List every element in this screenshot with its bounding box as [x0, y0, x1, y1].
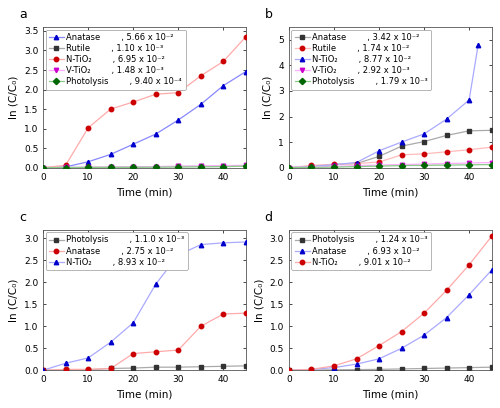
- Text: c: c: [19, 211, 26, 224]
- X-axis label: Time (min): Time (min): [116, 390, 172, 400]
- Text: b: b: [264, 9, 272, 22]
- Legend: Anatase        , 3.42 x 10⁻², Rutile        , 1.74 x 10⁻², N-TiO₂        , 8.77 : Anatase , 3.42 x 10⁻², Rutile , 1.74 x 1…: [292, 29, 432, 89]
- Y-axis label: ln (C/C₀): ln (C/C₀): [8, 75, 18, 119]
- Legend: Anatase        , 5.66 x 10⁻², Rutile        , 1.10 x 10⁻³, N-TiO₂        , 6.95 : Anatase , 5.66 x 10⁻², Rutile , 1.10 x 1…: [46, 29, 186, 89]
- Text: d: d: [264, 211, 272, 224]
- Legend: Photolysis        , 1.1.0 x 10⁻³, Anatase        , 2.75 x 10⁻², N-TiO₂        , : Photolysis , 1.1.0 x 10⁻³, Anatase , 2.7…: [46, 232, 188, 270]
- X-axis label: Time (min): Time (min): [116, 187, 172, 197]
- X-axis label: Time (min): Time (min): [362, 390, 418, 400]
- Legend: Photolysis        , 1.24 x 10⁻³, Anatase        , 6.93 x 10⁻², N-TiO₂        , 9: Photolysis , 1.24 x 10⁻³, Anatase , 6.93…: [292, 232, 431, 270]
- Text: a: a: [19, 9, 26, 22]
- Y-axis label: ln (C/C₀): ln (C/C₀): [8, 278, 18, 322]
- X-axis label: Time (min): Time (min): [362, 187, 418, 197]
- Y-axis label: ln (C/C₀): ln (C/C₀): [254, 278, 264, 322]
- Y-axis label: ln (C/C₀): ln (C/C₀): [263, 75, 273, 119]
